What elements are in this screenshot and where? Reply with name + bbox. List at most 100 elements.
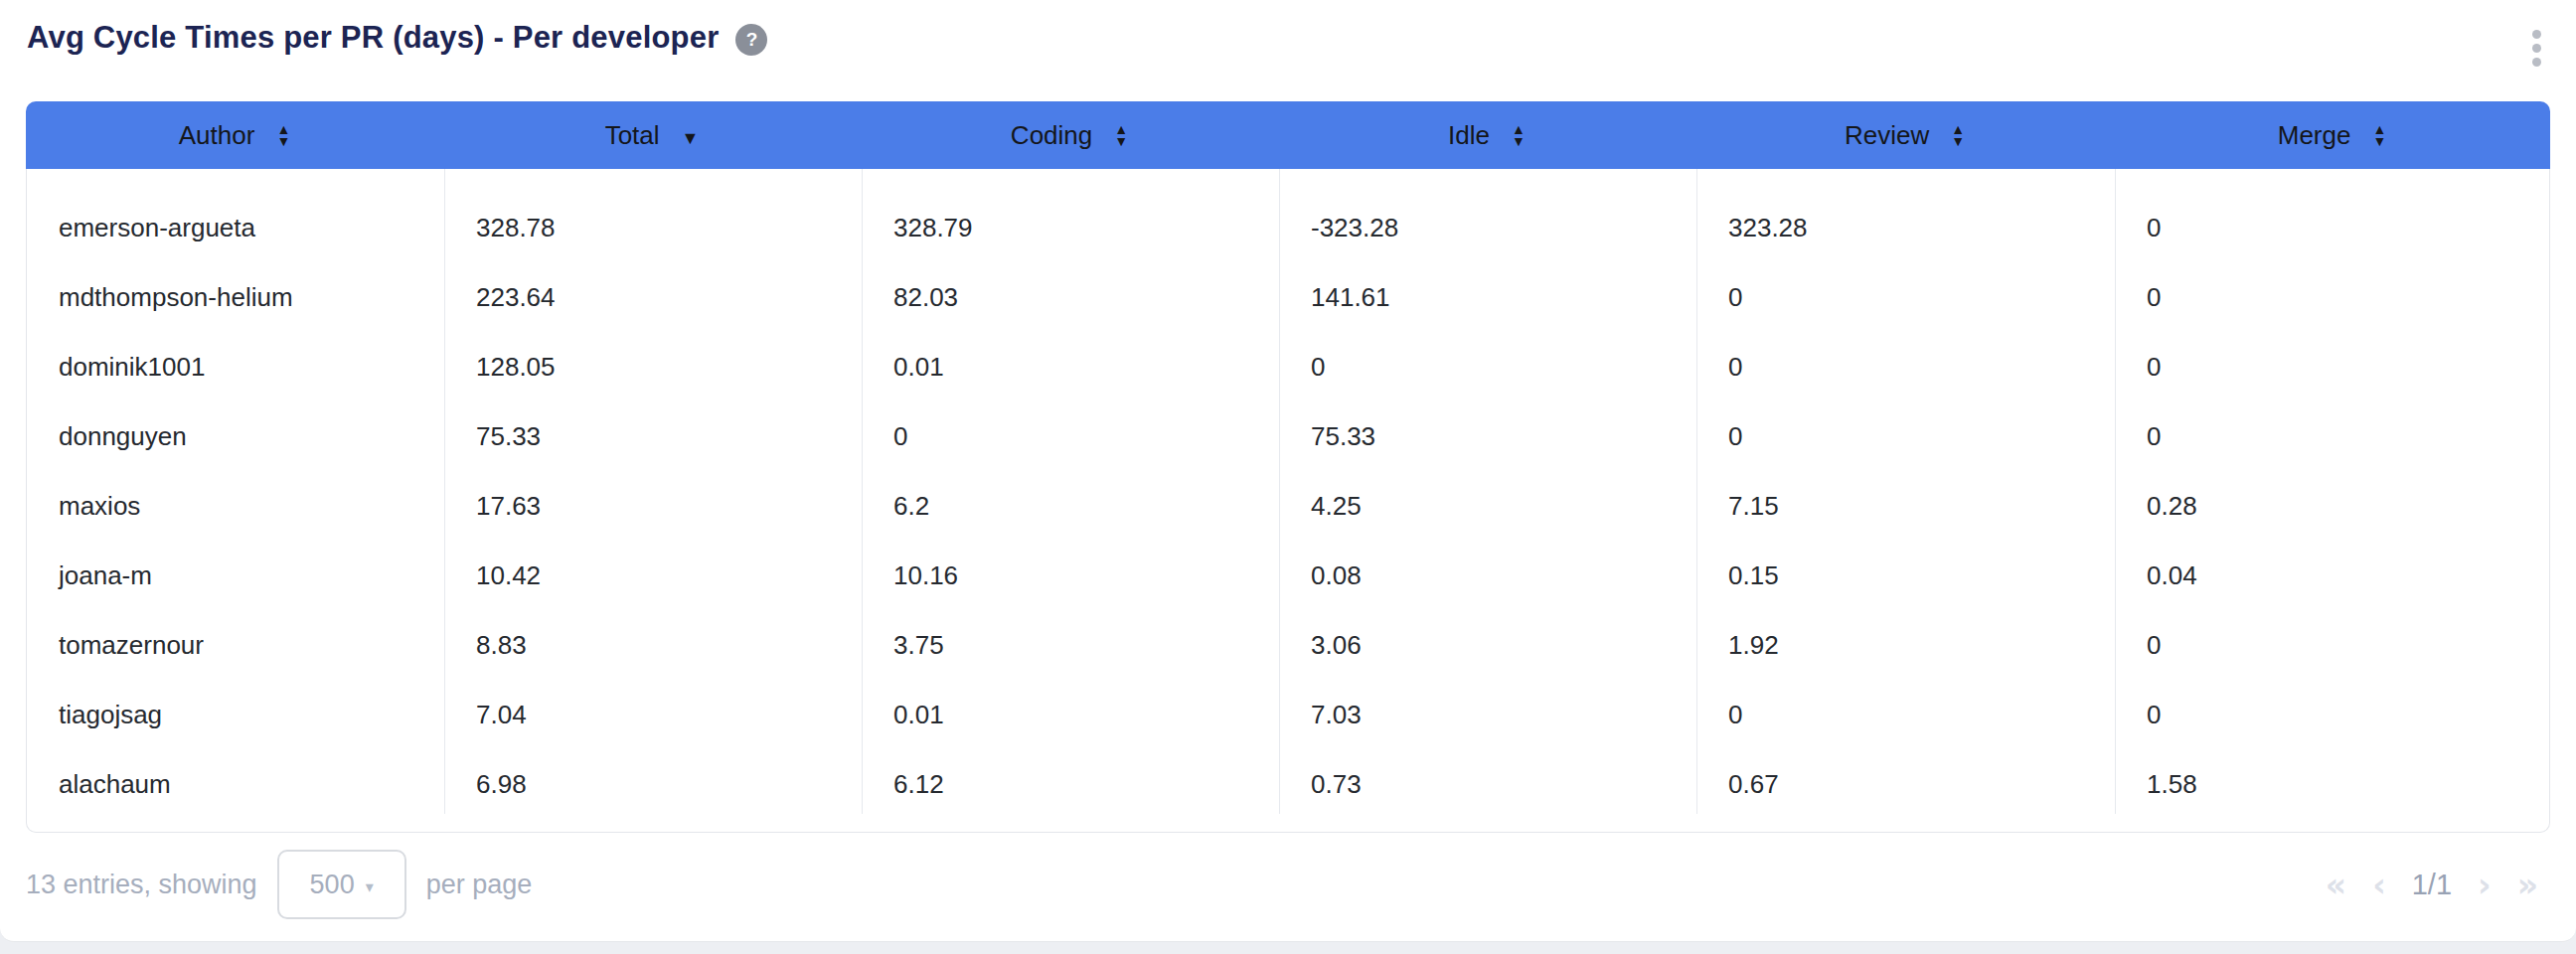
cell-total: 75.33 bbox=[444, 401, 862, 471]
cell-coding: 0.01 bbox=[862, 332, 1279, 401]
widget-title: Avg Cycle Times per PR (days) - Per deve… bbox=[27, 20, 719, 56]
cell-idle: 7.03 bbox=[1279, 680, 1696, 749]
pagination: « ‹ 1/1 › » bbox=[2326, 869, 2538, 901]
cell-total: 7.04 bbox=[444, 680, 862, 749]
help-icon[interactable]: ? bbox=[735, 24, 767, 56]
cell-author: emerson-argueta bbox=[27, 193, 444, 262]
cell-coding: 3.75 bbox=[862, 610, 1279, 680]
cell-total: 6.98 bbox=[444, 749, 862, 819]
table-row: donnguyen75.33075.3300 bbox=[27, 401, 2549, 471]
cell-author: tiagojsag bbox=[27, 680, 444, 749]
table-row: tomazernour8.833.753.061.920 bbox=[27, 610, 2549, 680]
cell-idle: 0 bbox=[1279, 332, 1696, 401]
cell-review: 0.67 bbox=[1696, 749, 2115, 819]
table-footer: 13 entries, showing 500 ▾ per page « ‹ 1… bbox=[0, 833, 2576, 942]
column-header-total[interactable]: Total ▼ bbox=[443, 101, 861, 169]
cell-idle: 0.73 bbox=[1279, 749, 1696, 819]
column-label: Author bbox=[179, 120, 255, 151]
cell-merge: 0 bbox=[2115, 401, 2549, 471]
caret-down-icon: ▾ bbox=[366, 877, 374, 896]
table-rows: emerson-argueta328.78328.79-323.28323.28… bbox=[27, 193, 2549, 819]
column-header-review[interactable]: Review ▲▼ bbox=[1695, 101, 2114, 169]
table-row: joana-m10.4210.160.080.150.04 bbox=[27, 541, 2549, 610]
cell-idle: 4.25 bbox=[1279, 471, 1696, 541]
cell-idle: -323.28 bbox=[1279, 193, 1696, 262]
column-label: Coding bbox=[1011, 120, 1092, 151]
cell-merge: 0.04 bbox=[2115, 541, 2549, 610]
page-size-select[interactable]: 500 ▾ bbox=[277, 850, 406, 919]
cell-review: 323.28 bbox=[1696, 193, 2115, 262]
cell-merge: 0 bbox=[2115, 610, 2549, 680]
table-header-row: Author ▲▼ Total ▼ Coding ▲▼ Idle ▲▼ Review ▲▼ Merg… bbox=[26, 101, 2550, 169]
cell-coding: 0.01 bbox=[862, 680, 1279, 749]
cell-review: 0 bbox=[1696, 401, 2115, 471]
cell-author: joana-m bbox=[27, 541, 444, 610]
cell-author: maxios bbox=[27, 471, 444, 541]
cell-author: alachaum bbox=[27, 749, 444, 819]
sort-icon: ▲▼ bbox=[1512, 123, 1526, 147]
table-body: emerson-argueta328.78328.79-323.28323.28… bbox=[26, 169, 2550, 833]
column-label: Merge bbox=[2278, 120, 2351, 151]
cell-total: 17.63 bbox=[444, 471, 862, 541]
cell-total: 10.42 bbox=[444, 541, 862, 610]
cell-merge: 0 bbox=[2115, 680, 2549, 749]
table-row: mdthompson-helium223.6482.03141.6100 bbox=[27, 262, 2549, 332]
cell-review: 0.15 bbox=[1696, 541, 2115, 610]
cell-review: 7.15 bbox=[1696, 471, 2115, 541]
last-page-button[interactable]: » bbox=[2517, 869, 2538, 901]
cell-idle: 75.33 bbox=[1279, 401, 1696, 471]
cell-coding: 82.03 bbox=[862, 262, 1279, 332]
cell-review: 0 bbox=[1696, 332, 2115, 401]
cell-merge: 0 bbox=[2115, 262, 2549, 332]
column-label: Idle bbox=[1448, 120, 1490, 151]
cell-coding: 328.79 bbox=[862, 193, 1279, 262]
entries-controls: 13 entries, showing 500 ▾ per page bbox=[26, 850, 532, 919]
cell-review: 1.92 bbox=[1696, 610, 2115, 680]
cell-merge: 0.28 bbox=[2115, 471, 2549, 541]
sort-desc-icon: ▼ bbox=[682, 129, 700, 147]
page-size-value: 500 bbox=[310, 870, 355, 900]
widget-header: Avg Cycle Times per PR (days) - Per deve… bbox=[0, 0, 2576, 101]
cell-coding: 0 bbox=[862, 401, 1279, 471]
cell-author: dominik1001 bbox=[27, 332, 444, 401]
cell-author: mdthompson-helium bbox=[27, 262, 444, 332]
table-row: maxios17.636.24.257.150.28 bbox=[27, 471, 2549, 541]
kebab-menu-icon[interactable] bbox=[2527, 24, 2546, 73]
sort-icon: ▲▼ bbox=[1114, 123, 1128, 147]
cell-coding: 6.2 bbox=[862, 471, 1279, 541]
per-page-text: per page bbox=[426, 870, 533, 900]
cell-coding: 6.12 bbox=[862, 749, 1279, 819]
table-row: alachaum6.986.120.730.671.58 bbox=[27, 749, 2549, 819]
cell-review: 0 bbox=[1696, 262, 2115, 332]
cell-idle: 141.61 bbox=[1279, 262, 1696, 332]
sort-icon: ▲▼ bbox=[276, 123, 290, 147]
table-row: dominik1001128.050.01000 bbox=[27, 332, 2549, 401]
sort-icon: ▲▼ bbox=[1951, 123, 1965, 147]
cell-merge: 0 bbox=[2115, 193, 2549, 262]
entries-text: 13 entries, showing bbox=[26, 870, 257, 900]
column-label: Total bbox=[605, 120, 660, 151]
column-label: Review bbox=[1845, 120, 1929, 151]
cell-author: tomazernour bbox=[27, 610, 444, 680]
next-page-button[interactable]: › bbox=[2478, 869, 2492, 901]
column-header-idle[interactable]: Idle ▲▼ bbox=[1278, 101, 1695, 169]
widget-card: Avg Cycle Times per PR (days) - Per deve… bbox=[0, 0, 2576, 942]
cell-idle: 0.08 bbox=[1279, 541, 1696, 610]
cell-merge: 0 bbox=[2115, 332, 2549, 401]
cell-total: 223.64 bbox=[444, 262, 862, 332]
column-header-author[interactable]: Author ▲▼ bbox=[26, 101, 443, 169]
title-wrap: Avg Cycle Times per PR (days) - Per deve… bbox=[27, 20, 767, 56]
cell-total: 128.05 bbox=[444, 332, 862, 401]
column-header-merge[interactable]: Merge▲▼ bbox=[2114, 101, 2550, 169]
cell-idle: 3.06 bbox=[1279, 610, 1696, 680]
cell-coding: 10.16 bbox=[862, 541, 1279, 610]
prev-page-button[interactable]: ‹ bbox=[2372, 869, 2386, 901]
table-row: emerson-argueta328.78328.79-323.28323.28… bbox=[27, 193, 2549, 262]
cell-merge: 1.58 bbox=[2115, 749, 2549, 819]
column-header-coding[interactable]: Coding ▲▼ bbox=[861, 101, 1278, 169]
table-row: tiagojsag7.040.017.0300 bbox=[27, 680, 2549, 749]
cell-total: 8.83 bbox=[444, 610, 862, 680]
first-page-button[interactable]: « bbox=[2326, 869, 2346, 901]
cell-total: 328.78 bbox=[444, 193, 862, 262]
cell-review: 0 bbox=[1696, 680, 2115, 749]
